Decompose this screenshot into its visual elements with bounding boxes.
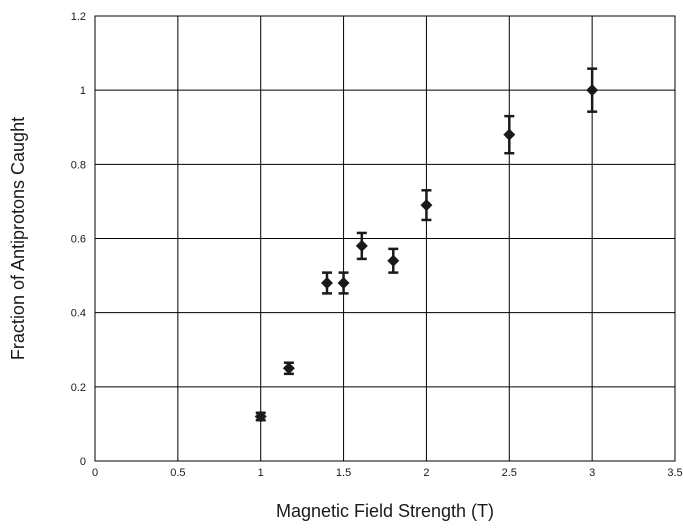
y-tick-label: 0.4 [71, 308, 86, 320]
y-tick-label: 0.6 [71, 234, 86, 246]
plot-area-frame [94, 15, 676, 462]
data-point-marker [503, 128, 516, 141]
y-tick-label: 0 [80, 456, 86, 468]
x-tick-label: 0 [92, 467, 98, 479]
x-tick-label: 3 [589, 467, 595, 479]
y-axis-title: Fraction of Antiprotons Caught [8, 117, 28, 360]
x-tick-label: 3.5 [667, 467, 682, 479]
data-point-marker [321, 277, 333, 289]
y-tick-label: 1.2 [71, 11, 86, 23]
x-tick-label: 1 [258, 467, 264, 479]
data-markers [254, 84, 599, 423]
y-tick-label: 0.2 [71, 382, 86, 394]
data-point-marker [337, 277, 350, 289]
data-point-marker [254, 410, 267, 423]
tick-labels: 0 0.5 1 1.5 2 2.5 3 3.5 0 0.2 0.4 0.6 0.8 1 1.2 [71, 11, 683, 479]
data-point-marker [387, 254, 400, 267]
y-tick-label: 0.8 [71, 159, 86, 171]
data-point-marker [355, 239, 368, 252]
data-point-marker [420, 199, 433, 212]
x-tick-label: 1.5 [336, 467, 351, 479]
x-tick-label: 2.5 [502, 467, 517, 479]
x-axis-title: Magnetic Field Strength (T) [276, 501, 494, 521]
x-tick-label: 0.5 [170, 467, 185, 479]
grid-lines [94, 15, 676, 462]
data-point-marker [586, 84, 599, 97]
data-point-marker [282, 362, 295, 375]
x-tick-label: 2 [423, 467, 429, 479]
y-tick-label: 1 [80, 85, 86, 97]
